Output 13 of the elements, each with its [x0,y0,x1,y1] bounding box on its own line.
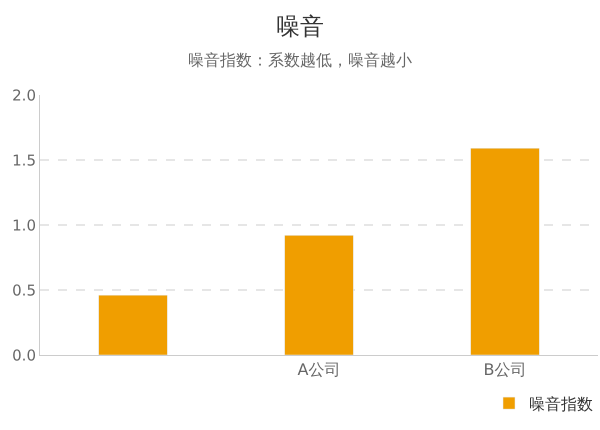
y-tick-label: 0.0 [12,346,36,364]
y-tick-label: 1.0 [12,216,36,234]
y-tick-label: 2.0 [12,86,36,104]
bar [284,235,354,355]
bar [98,294,168,355]
bar [470,148,540,355]
chart-title: 噪音 [276,12,324,40]
x-tick-label: A公司 [298,360,340,380]
y-tick-label: 1.5 [12,151,36,170]
chart-subtitle: 噪音指数：系数越低，噪音越小 [188,50,412,70]
y-tick-label: 0.5 [12,281,36,300]
x-tick-label: B公司 [484,360,526,380]
legend-label: 噪音指数 [529,394,593,414]
